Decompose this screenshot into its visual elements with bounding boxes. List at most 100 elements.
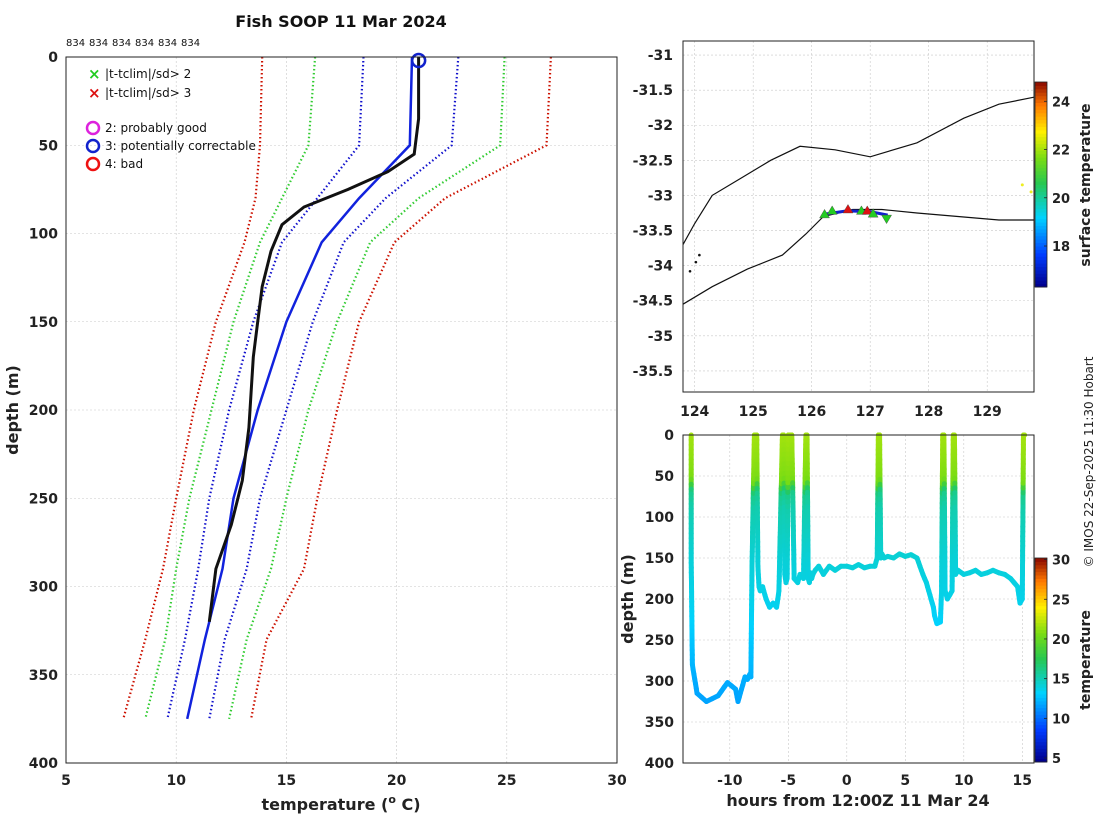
legend-label: |t-tclim|/sd> 3 [105, 86, 191, 100]
drop-id-label: 834 [135, 38, 154, 49]
colorbar-swatch [1035, 748, 1047, 752]
colorbar-swatch [1035, 629, 1047, 633]
depth-time-x-label: hours from 12:00Z 11 Mar 24 [726, 791, 989, 810]
colorbar-swatch [1035, 578, 1047, 582]
colorbar-swatch [1035, 701, 1047, 705]
colorbar-swatch [1035, 215, 1047, 219]
map-y-tick-label: -33 [648, 188, 673, 204]
colorbar-swatch [1035, 735, 1047, 739]
drop-id-label: 834 [66, 38, 85, 49]
colorbar-swatch [1035, 572, 1047, 576]
colorbar-swatch [1035, 663, 1047, 667]
map-x-tick-label: 126 [797, 404, 826, 420]
depth-time-y-tick-label: 0 [664, 428, 674, 444]
depth-time-x-tick-label: -10 [717, 773, 743, 789]
colorbar-swatch [1035, 219, 1047, 223]
map-speck [1021, 183, 1024, 186]
drop-id-label: 834 [112, 38, 131, 49]
map-island [695, 261, 698, 264]
profile-x-tick-label: 30 [607, 773, 627, 789]
colorbar-swatch [1035, 161, 1047, 165]
colorbar-swatch [1035, 660, 1047, 664]
profile-y-tick-label: 50 [39, 138, 59, 154]
map-island [698, 254, 701, 257]
colorbar-swatch [1035, 120, 1047, 124]
map-y-tick-label: -35.5 [633, 364, 673, 380]
drop-id-label: 834 [158, 38, 177, 49]
colorbar-swatch [1035, 633, 1047, 637]
colorbar-swatch [1035, 738, 1047, 742]
colorbar-tick-label: 22 [1052, 144, 1070, 159]
colorbar-tick-label: 24 [1052, 95, 1070, 110]
depth-time-x-tick-label: 15 [1013, 773, 1032, 789]
colorbar-swatch [1035, 226, 1047, 230]
depth-time-y-tick-label: 150 [645, 551, 674, 567]
colorbar-swatch [1035, 212, 1047, 216]
colorbar-swatch [1035, 267, 1047, 271]
colorbar-swatch [1035, 582, 1047, 586]
profile-y-tick-label: 0 [48, 50, 58, 66]
map-plot-area [683, 41, 1034, 392]
profile-y-tick-label: 150 [29, 315, 58, 331]
colorbar-swatch [1035, 164, 1047, 168]
y-axis-label: depth (m) [3, 365, 22, 455]
colorbar-swatch [1035, 202, 1047, 206]
colorbar-tick-label: 10 [1052, 712, 1070, 727]
colorbar-swatch [1035, 239, 1047, 243]
colorbar-swatch [1035, 606, 1047, 610]
map-y-tick-label: -31.5 [633, 83, 673, 99]
depth-time-y-tick-label: 300 [645, 674, 674, 690]
colorbar-swatch [1035, 568, 1047, 572]
colorbar-swatch [1035, 256, 1047, 260]
colorbar-swatch [1035, 263, 1047, 267]
colorbar-swatch [1035, 721, 1047, 725]
colorbar-tick-label: 30 [1052, 554, 1070, 569]
drop-id-label: 834 [181, 38, 200, 49]
colorbar-swatch [1035, 684, 1047, 688]
profile-y-tick-label: 350 [29, 668, 58, 684]
colorbar-swatch [1035, 133, 1047, 137]
colorbar-swatch [1035, 137, 1047, 141]
profile-x-tick-label: 20 [387, 773, 407, 789]
depth-time-y-tick-label: 50 [655, 469, 675, 485]
colorbar-swatch [1035, 731, 1047, 735]
chart-title: Fish SOOP 11 Mar 2024 [235, 12, 446, 31]
colorbar-swatch [1035, 103, 1047, 107]
colorbar-swatch [1035, 643, 1047, 647]
colorbar-swatch [1035, 704, 1047, 708]
colorbar-swatch [1035, 140, 1047, 144]
colorbar-swatch [1035, 208, 1047, 212]
colorbar-tick-label: 18 [1052, 240, 1070, 255]
colorbar-swatch [1035, 185, 1047, 189]
depth-time-y-tick-label: 400 [645, 756, 674, 772]
colorbar-swatch [1035, 609, 1047, 613]
colorbar-swatch [1035, 657, 1047, 661]
colorbar-label-temperature: temperature [1078, 610, 1094, 710]
colorbar-swatch [1035, 113, 1047, 117]
colorbar-swatch [1035, 589, 1047, 593]
colorbar-swatch [1035, 92, 1047, 96]
colorbar-swatch [1035, 181, 1047, 185]
map-y-tick-label: -34 [648, 259, 674, 275]
colorbar-swatch [1035, 714, 1047, 718]
profile-x-tick-label: 15 [277, 773, 296, 789]
colorbar-swatch [1035, 612, 1047, 616]
depth-time-x-tick-label: 5 [900, 773, 910, 789]
colorbar-swatch [1035, 728, 1047, 732]
colorbar-swatch [1035, 742, 1047, 746]
colorbar-swatch [1035, 229, 1047, 233]
depth-time-y-label: depth (m) [618, 554, 637, 644]
colorbar-swatch [1035, 236, 1047, 240]
colorbar-swatch [1035, 585, 1047, 589]
colorbar-swatch [1035, 270, 1047, 274]
colorbar-swatch [1035, 273, 1047, 277]
colorbar-swatch [1035, 144, 1047, 148]
colorbar-label-surface-temperature: surface temperature [1078, 103, 1094, 266]
colorbar-swatch [1035, 616, 1047, 620]
colorbar-swatch [1035, 755, 1047, 759]
colorbar-swatch [1035, 694, 1047, 698]
map-island [689, 270, 692, 273]
